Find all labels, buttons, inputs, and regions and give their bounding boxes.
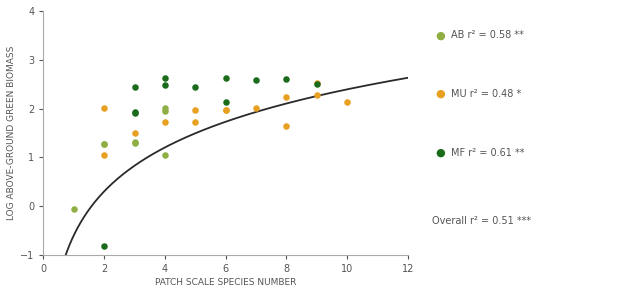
Point (190, 108, 201, 112)
Point (160, 76, 170, 81)
Text: ●: ● (435, 30, 446, 40)
Point (251, 105, 261, 110)
Point (190, 120, 201, 125)
Text: AB r² = 0.58 **: AB r² = 0.58 ** (451, 30, 524, 40)
Point (160, 105, 170, 110)
Point (99, 153, 109, 157)
X-axis label: PATCH SCALE SPECIES NUMBER: PATCH SCALE SPECIES NUMBER (155, 278, 296, 287)
Point (282, 94, 292, 99)
Point (221, 108, 231, 112)
Point (129, 131, 140, 135)
Point (160, 108, 170, 113)
Point (221, 99, 231, 104)
Point (312, 93, 322, 98)
Text: ●: ● (435, 148, 446, 158)
Point (129, 110, 140, 115)
Point (251, 78, 261, 83)
Point (129, 140, 140, 145)
Point (99, 142, 109, 146)
Point (99, 244, 109, 248)
Point (282, 123, 292, 128)
Point (282, 77, 292, 82)
Point (129, 84, 140, 89)
Text: MF r² = 0.61 **: MF r² = 0.61 ** (451, 148, 525, 158)
Point (160, 153, 170, 158)
Point (99, 141, 109, 146)
Point (312, 82, 322, 86)
Y-axis label: LOG ABOVE-GROUND GREEN BIOMASS: LOG ABOVE-GROUND GREEN BIOMASS (7, 46, 16, 220)
Text: MU r² = 0.48 *: MU r² = 0.48 * (451, 89, 521, 99)
Point (342, 99, 352, 104)
Point (221, 108, 231, 112)
Point (190, 84, 201, 89)
Point (99, 105, 109, 110)
Point (69, 206, 79, 211)
Point (312, 81, 322, 86)
Point (129, 139, 140, 144)
Point (160, 83, 170, 87)
Point (129, 111, 140, 116)
Point (160, 120, 170, 125)
Text: ●: ● (435, 89, 446, 99)
Point (221, 76, 231, 81)
Text: Overall r² = 0.51 ***: Overall r² = 0.51 *** (432, 216, 531, 225)
